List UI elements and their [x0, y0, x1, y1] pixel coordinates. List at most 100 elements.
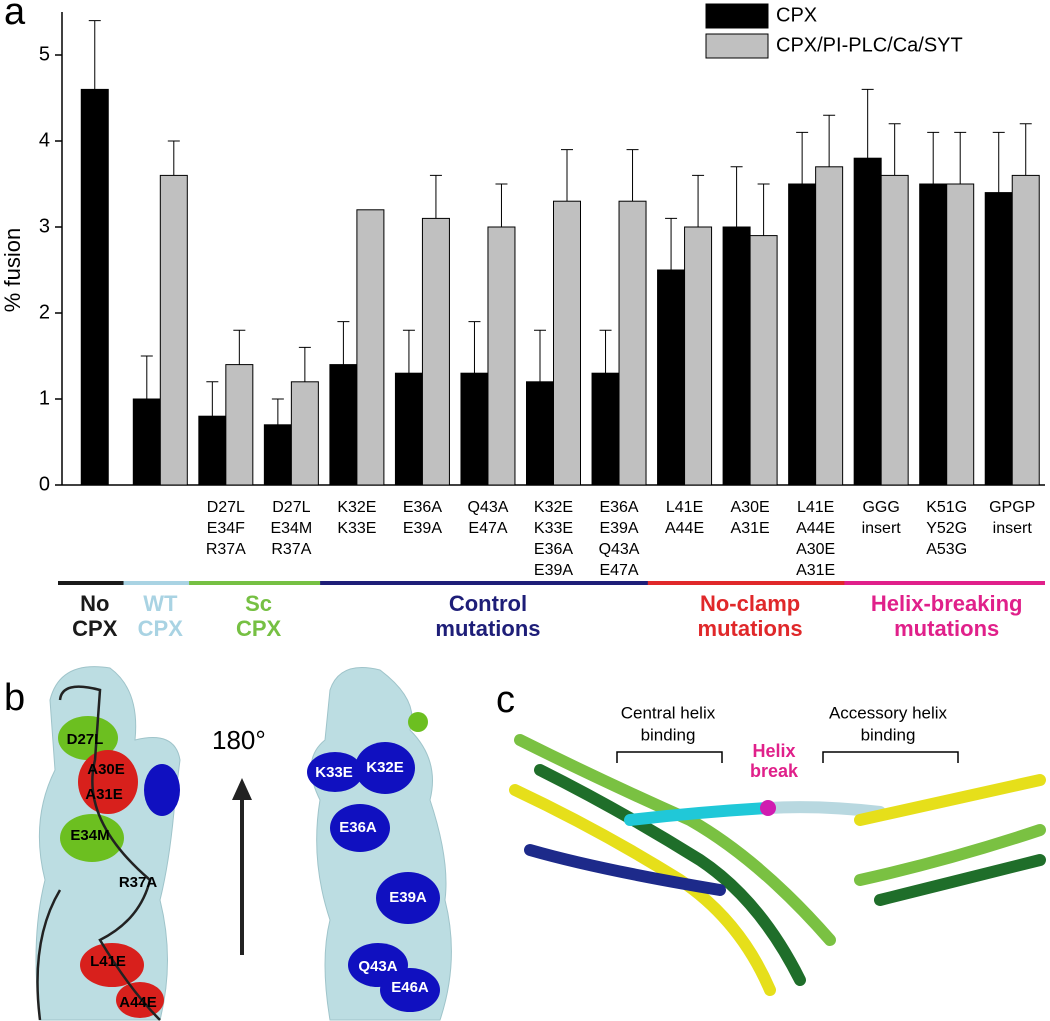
error-bar [88, 20, 101, 90]
bar [919, 183, 948, 486]
error-bar [692, 174, 705, 227]
residue-label: L41E [90, 953, 126, 970]
x-tick-label: L41E [797, 499, 834, 516]
panel-label: c [496, 679, 515, 721]
y-axis-label: % fusion [0, 228, 25, 312]
bar [526, 381, 554, 486]
group-label: Helix-breaking [871, 591, 1023, 616]
group-label: Sc [245, 591, 272, 616]
x-tick-label: K33E [337, 520, 376, 537]
bar [460, 372, 489, 486]
error-bar [337, 321, 350, 365]
x-tick-label: R37A [271, 541, 311, 558]
bar [788, 183, 817, 486]
x-tick-label: GPGP [989, 499, 1035, 516]
x-tick-label: D27L [272, 499, 310, 516]
bar [749, 235, 778, 486]
error-bar [206, 381, 219, 417]
error-bar [298, 346, 311, 382]
group-label: mutations [894, 616, 999, 641]
bar [487, 226, 516, 486]
error-bar [495, 183, 508, 227]
error-bar [271, 398, 284, 425]
x-tick-label: L41E [666, 499, 703, 516]
bar [684, 226, 713, 486]
residue-label: E36A [339, 819, 377, 836]
annotation: break [750, 761, 799, 781]
y-tick-label: 3 [39, 215, 50, 237]
panel-label: a [4, 0, 26, 33]
error-bar [561, 149, 573, 202]
group-label: Control [449, 591, 527, 616]
residue-label: D27L [67, 731, 104, 748]
x-tick-label: K51G [926, 499, 967, 516]
bar [225, 364, 254, 486]
residue-label: A30E [87, 761, 125, 778]
x-tick-label: E39A [599, 520, 638, 537]
error-bar [599, 329, 612, 374]
x-tick-label: D27L [207, 499, 245, 516]
error-bar [402, 329, 415, 374]
rotation-label: 180° [212, 725, 266, 755]
bar [198, 415, 227, 486]
bar [132, 398, 161, 486]
x-tick-label: A30E [796, 541, 835, 558]
bar [722, 226, 751, 486]
x-tick-label: A31E [731, 520, 770, 537]
legend-swatch [705, 3, 769, 29]
x-tick-label: insert [862, 520, 902, 537]
annotation: Accessory helix [829, 703, 948, 722]
bar [421, 217, 450, 486]
bar [853, 157, 882, 486]
error-bar [823, 114, 836, 167]
bar [657, 269, 686, 486]
x-tick-label: Q43A [599, 541, 640, 558]
bar [815, 166, 844, 486]
residue-label: E39A [389, 889, 427, 906]
bar [880, 174, 909, 486]
y-tick-label: 4 [39, 129, 50, 151]
error-bar [954, 131, 967, 184]
error-bar [730, 166, 743, 227]
x-tick-label: E39A [534, 562, 573, 579]
x-tick-label: E47A [468, 520, 507, 537]
group-label: CPX [236, 616, 282, 641]
residue-label: K33E [315, 764, 353, 781]
bar [984, 192, 1013, 486]
panel-label: b [4, 677, 25, 719]
group-label: No [80, 591, 109, 616]
x-tick-label: E34M [270, 520, 312, 537]
x-tick-label: Q43A [468, 499, 509, 516]
bar [394, 372, 423, 486]
residue-label: A31E [85, 786, 123, 803]
x-tick-label: K32E [534, 499, 573, 516]
error-bar [233, 329, 246, 365]
error-bar [665, 217, 678, 270]
x-tick-label: E36A [403, 499, 442, 516]
x-tick-label: E36A [599, 499, 638, 516]
surface-right [307, 667, 452, 1021]
surface-left [35, 666, 181, 1021]
error-bar [626, 149, 639, 202]
group-label: WT [143, 591, 178, 616]
arrow-head [232, 778, 252, 800]
x-tick-label: A30E [731, 499, 770, 516]
bar [591, 372, 620, 486]
bracket [616, 751, 723, 763]
error-bar [140, 355, 153, 399]
bar [618, 200, 647, 486]
bar [290, 381, 319, 486]
group-label: CPX [138, 616, 184, 641]
legend-label: CPX/PI-PLC/Ca/SYT [776, 34, 963, 56]
y-tick-label: 2 [39, 301, 50, 323]
bar [159, 174, 188, 486]
x-tick-label: E47A [599, 562, 638, 579]
x-tick-label: K32E [337, 499, 376, 516]
bar [329, 364, 358, 486]
x-tick-label: A31E [796, 562, 835, 579]
error-bar [992, 131, 1005, 193]
legend-label: CPX [776, 4, 817, 26]
x-tick-label: K33E [534, 520, 573, 537]
error-bar [534, 329, 546, 382]
x-tick-label: A53G [926, 541, 967, 558]
